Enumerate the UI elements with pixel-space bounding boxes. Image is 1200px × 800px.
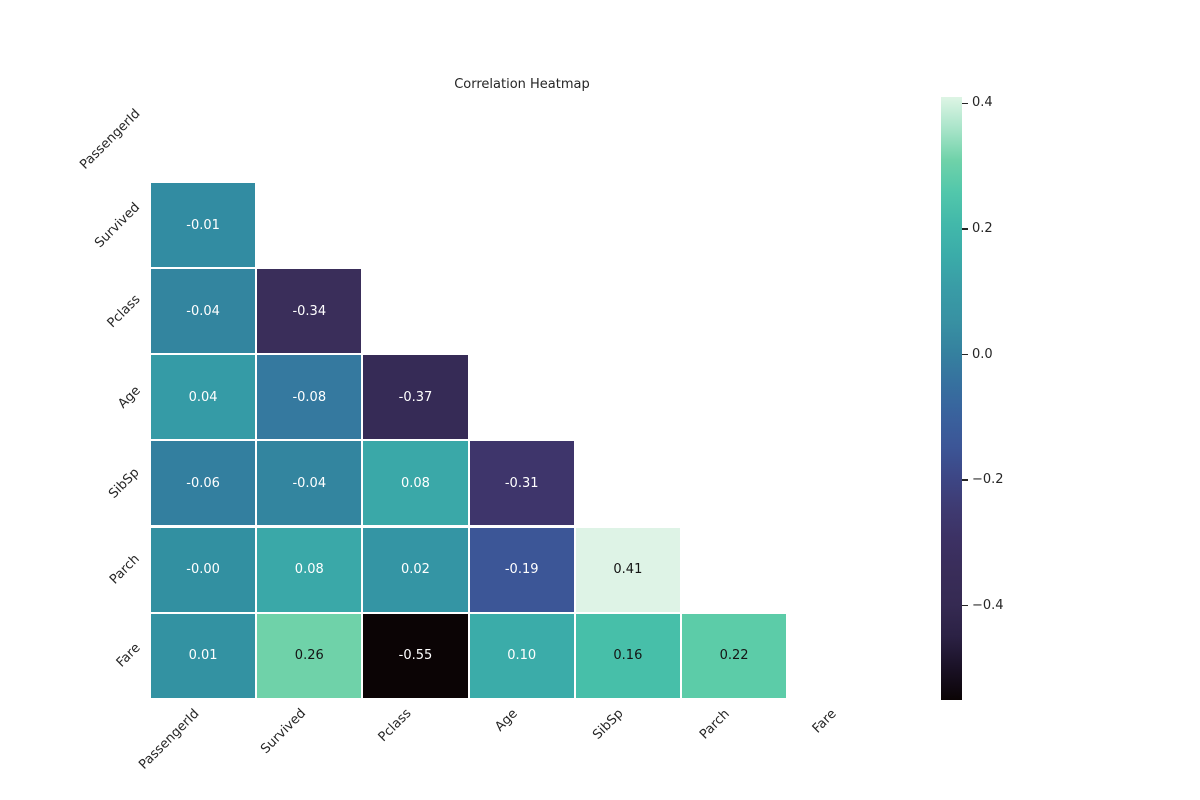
colorbar-tick-label: 0.2 bbox=[972, 220, 993, 236]
y-axis-label: Fare bbox=[113, 640, 144, 671]
colorbar-tick-mark bbox=[962, 605, 968, 607]
cell-value: 0.04 bbox=[188, 389, 218, 405]
x-axis-label: Age bbox=[492, 706, 522, 735]
y-axis-label: Age bbox=[115, 383, 144, 412]
heatmap-cell: 0.41 bbox=[574, 526, 681, 613]
y-axis-label: PassengerId bbox=[76, 105, 144, 173]
cell-value: 0.10 bbox=[507, 648, 537, 664]
cell-value: 0.08 bbox=[401, 475, 430, 491]
colorbar-tick-mark bbox=[962, 479, 968, 481]
heatmap-cell: -0.06 bbox=[150, 440, 257, 527]
cell-value: 0.26 bbox=[294, 648, 324, 664]
cell-value: 0.08 bbox=[294, 562, 324, 578]
heatmap-cell: -0.04 bbox=[150, 268, 257, 355]
cell-value: -0.04 bbox=[186, 303, 220, 319]
cell-value: -0.00 bbox=[186, 562, 220, 578]
x-axis-label: Fare bbox=[809, 706, 840, 737]
colorbar-tick-mark bbox=[962, 353, 968, 356]
cell-value: 0.01 bbox=[188, 648, 218, 664]
heatmap-cell: -0.00 bbox=[150, 526, 257, 613]
heatmap-cell: 0.26 bbox=[256, 612, 363, 699]
cell-value: 0.16 bbox=[613, 648, 643, 664]
x-axis-label: Survived bbox=[257, 706, 309, 758]
heatmap-cell: -0.04 bbox=[256, 440, 363, 527]
colorbar-tick-label: −0.4 bbox=[972, 597, 1004, 613]
heatmap-cell: -0.08 bbox=[256, 354, 363, 441]
heatmap-cell: -0.55 bbox=[362, 612, 469, 699]
heatmap-cell: 0.01 bbox=[150, 612, 257, 699]
cell-value: -0.01 bbox=[186, 217, 220, 233]
heatmap-cell: 0.04 bbox=[150, 354, 257, 441]
colorbar-tick-mark bbox=[962, 102, 968, 104]
cell-value: -0.31 bbox=[504, 475, 539, 491]
cell-value: -0.08 bbox=[292, 389, 327, 405]
cell-value: -0.19 bbox=[504, 562, 539, 578]
cell-value: -0.37 bbox=[398, 389, 433, 405]
colorbar bbox=[941, 97, 962, 700]
x-axis-label: PassengerId bbox=[135, 706, 203, 773]
heatmap-cell: -0.37 bbox=[362, 354, 469, 441]
y-axis-label: SibSp bbox=[106, 465, 143, 502]
cell-value: -0.34 bbox=[292, 303, 327, 319]
chart-title: Correlation Heatmap bbox=[454, 77, 590, 92]
x-axis-label: Parch bbox=[697, 706, 734, 743]
x-axis-label: SibSp bbox=[590, 706, 627, 744]
heatmap-cell: 0.16 bbox=[574, 612, 681, 699]
cell-value: 0.41 bbox=[613, 562, 643, 578]
heatmap-cell: 0.10 bbox=[468, 612, 575, 699]
heatmap-cell: 0.22 bbox=[681, 612, 788, 699]
cell-value: 0.22 bbox=[719, 648, 749, 664]
heatmap-cell: -0.01 bbox=[150, 182, 257, 269]
cell-value: -0.55 bbox=[398, 648, 433, 664]
cell-value: 0.02 bbox=[401, 562, 430, 578]
colorbar-tick-label: −0.2 bbox=[972, 472, 1004, 488]
cell-value: -0.04 bbox=[292, 475, 327, 491]
y-axis-label: Survived bbox=[92, 199, 144, 251]
heatmap-cell: -0.34 bbox=[256, 268, 363, 355]
x-axis-label: Pclass bbox=[375, 706, 415, 746]
heatmap-cell: -0.31 bbox=[468, 440, 575, 527]
colorbar-tick-mark bbox=[962, 228, 968, 230]
y-axis-label: Pclass bbox=[104, 291, 144, 331]
heatmap-cell: 0.08 bbox=[256, 526, 363, 613]
heatmap-cell: 0.08 bbox=[362, 440, 469, 527]
cell-value: -0.06 bbox=[186, 475, 220, 491]
colorbar-tick-label: 0.4 bbox=[972, 95, 993, 111]
y-axis-label: Parch bbox=[107, 551, 144, 588]
heatmap-cell: 0.02 bbox=[362, 526, 469, 613]
colorbar-tick-label: 0.0 bbox=[972, 346, 993, 362]
heatmap-cell: -0.19 bbox=[468, 526, 575, 613]
